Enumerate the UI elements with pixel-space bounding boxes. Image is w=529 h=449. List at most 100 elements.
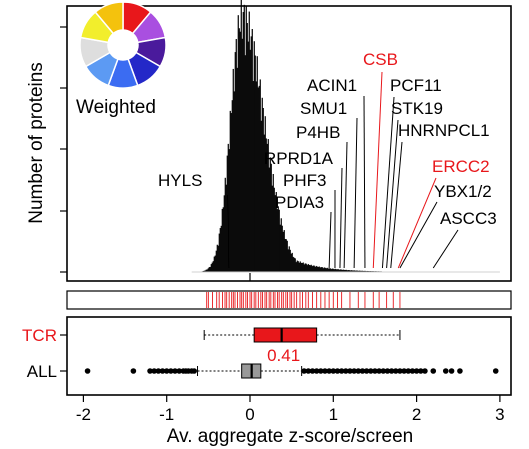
histogram-bar — [359, 270, 361, 272]
histogram-bar — [212, 261, 214, 272]
histogram-bar — [355, 270, 357, 272]
histogram-bar — [361, 270, 363, 272]
histogram-bar — [356, 270, 358, 272]
outlier-point — [172, 368, 178, 374]
boxplot-tcr: TCR 0.41 — [22, 326, 401, 365]
annotation-leader — [386, 119, 399, 269]
outlier-point — [388, 368, 395, 374]
histogram-bar — [235, 39, 237, 273]
histogram-bar — [279, 224, 281, 272]
histogram-bar — [315, 265, 317, 272]
histogram-bar — [282, 231, 284, 272]
histogram-bar — [204, 270, 206, 272]
histogram-bar — [241, 38, 243, 273]
histogram-bar — [245, 5, 247, 272]
histogram-bar — [242, 12, 244, 273]
histogram-bar — [306, 265, 308, 272]
outlier-point — [322, 368, 328, 374]
rug-frame — [66, 290, 512, 310]
histogram-bar — [327, 268, 329, 272]
histogram-bar — [228, 149, 230, 272]
histogram-bar — [260, 120, 262, 272]
histogram-bar — [296, 260, 298, 272]
histogram-bar — [362, 270, 364, 272]
histogram-bar — [321, 267, 323, 272]
histogram-bar — [294, 258, 296, 272]
annotation-label: STK19 — [391, 99, 443, 118]
histogram-bar — [293, 257, 295, 272]
histogram-bar — [237, 15, 239, 272]
histogram-bar — [309, 265, 311, 272]
histogram-bar — [270, 163, 272, 272]
histogram-bar — [222, 207, 224, 272]
histogram-bar — [210, 264, 212, 272]
x-tick-label: -2 — [76, 405, 91, 424]
outlier-point — [151, 368, 158, 374]
x-tick-label: 1 — [329, 405, 338, 424]
histogram-bar — [213, 256, 215, 272]
histogram-bar — [276, 209, 278, 272]
histogram-bar — [299, 261, 301, 272]
outlier-point — [130, 368, 137, 374]
histogram-bar — [209, 266, 211, 272]
outlier-point — [409, 368, 416, 374]
histogram-bar — [219, 228, 221, 272]
outlier-point — [405, 368, 412, 374]
histogram-panel: HYLS PDIA3 PHF3 RPRD1A P4HB SMU1 ACIN1 CSB PCF11… — [60, 0, 512, 282]
histogram-bar — [277, 206, 279, 272]
histogram-bar — [317, 266, 319, 272]
histogram-bar — [220, 225, 222, 272]
annotation-label: CSB — [363, 50, 398, 69]
x-tick-label: 3 — [495, 405, 504, 424]
histogram-bar — [354, 270, 356, 272]
histogram-bar — [310, 264, 312, 272]
box — [253, 327, 318, 343]
color-wheel-inset — [79, 1, 167, 89]
histogram-bar — [275, 192, 277, 272]
histogram-bar — [263, 134, 265, 272]
annotation-label: HNRNPCL1 — [398, 121, 490, 140]
outlier-point — [147, 368, 153, 374]
outlier-point — [84, 368, 91, 374]
histogram-bar — [280, 218, 282, 272]
outlier-point — [301, 368, 307, 374]
color-wheel-segment — [94, 1, 124, 35]
inset-label: Weighted — [76, 97, 156, 118]
histogram-bar — [231, 100, 233, 272]
outlier-point — [359, 368, 366, 374]
annotation-leader — [339, 167, 343, 269]
rug-marks — [206, 292, 401, 308]
histogram-bar — [298, 262, 300, 272]
annotation-label: ASCC3 — [440, 209, 497, 228]
rug-panel — [66, 290, 512, 310]
outlier-point — [176, 368, 182, 374]
histogram-bar — [214, 255, 216, 272]
annotation-leader — [343, 141, 348, 269]
histogram-bar — [253, 41, 255, 273]
histogram-bar — [304, 263, 306, 272]
outlier-point — [417, 368, 424, 374]
histogram-bar — [285, 239, 287, 272]
histogram-bar — [347, 270, 349, 272]
x-tick-label: 2 — [412, 405, 421, 424]
histogram-bar — [234, 52, 236, 272]
histogram-bar — [339, 269, 341, 272]
annotation-leader — [397, 177, 437, 269]
histogram-bar — [349, 270, 351, 272]
outlier-point — [191, 368, 197, 374]
histogram-bar — [252, 81, 254, 273]
histogram-bar — [248, 11, 250, 273]
histogram-bar — [211, 262, 213, 272]
histogram-bar — [353, 270, 355, 272]
boxplots: TCR 0.41 ALL — [22, 326, 499, 381]
outlier-point — [448, 368, 455, 374]
histogram-bar — [295, 262, 297, 272]
annotation-leader — [432, 229, 459, 269]
outlier-point — [159, 368, 166, 374]
histogram-bar — [302, 262, 304, 272]
histogram-bar — [348, 270, 350, 272]
histogram-bar — [344, 269, 346, 272]
outlier-point — [309, 368, 316, 374]
outlier-point — [397, 368, 403, 374]
